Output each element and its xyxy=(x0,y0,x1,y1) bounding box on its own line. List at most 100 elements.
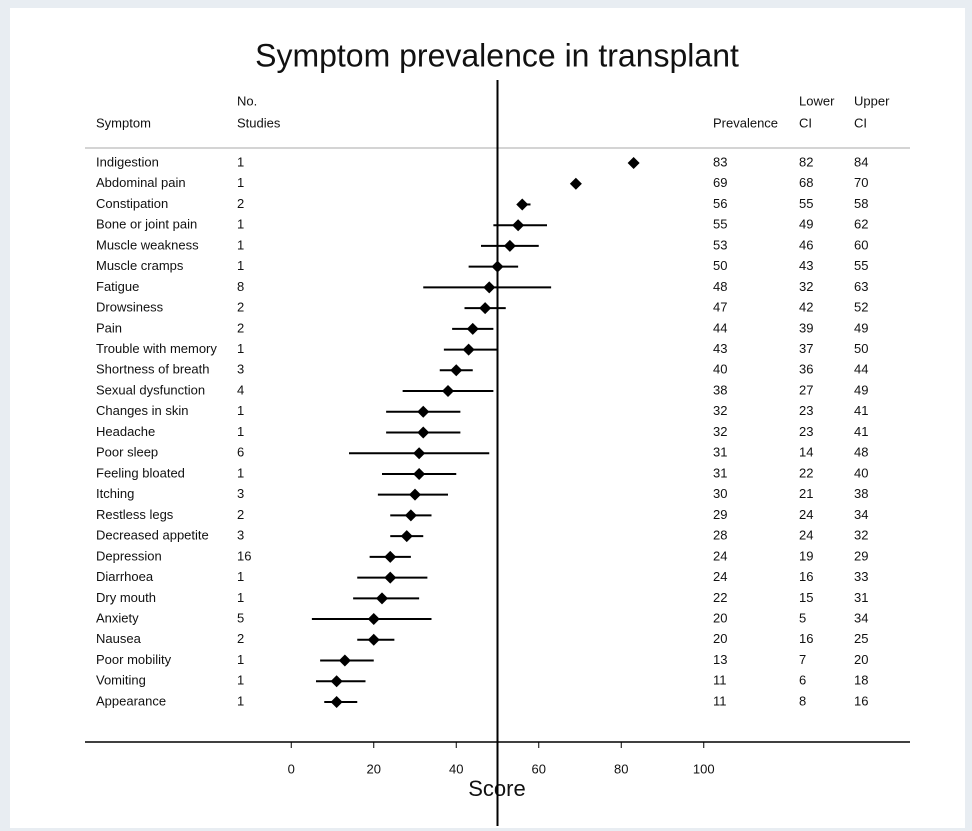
lower-label: 6 xyxy=(799,673,806,688)
studies-label: 1 xyxy=(237,403,244,418)
symptom-label: Decreased appetite xyxy=(96,528,209,543)
estimate-marker xyxy=(450,364,463,377)
upper-label: 48 xyxy=(854,445,868,460)
prevalence-label: 31 xyxy=(713,465,727,480)
estimate-marker xyxy=(417,405,430,418)
studies-label: 8 xyxy=(237,279,244,294)
prevalence-label: 28 xyxy=(713,528,727,543)
studies-label: 2 xyxy=(237,507,244,522)
x-tick-label: 0 xyxy=(288,761,295,776)
symptom-label: Indigestion xyxy=(96,154,159,169)
symptom-label: Trouble with memory xyxy=(96,341,217,356)
x-tick-label: 60 xyxy=(532,761,546,776)
upper-label: 58 xyxy=(854,196,868,211)
estimate-marker xyxy=(512,219,525,232)
studies-label: 3 xyxy=(237,486,244,501)
lower-label: 16 xyxy=(799,569,813,584)
studies-label: 1 xyxy=(237,652,244,667)
symptom-label: Changes in skin xyxy=(96,403,189,418)
lower-label: 14 xyxy=(799,445,813,460)
estimate-marker xyxy=(400,530,413,543)
symptom-label: Feeling bloated xyxy=(96,465,185,480)
column-header: Symptom xyxy=(96,115,151,130)
upper-label: 50 xyxy=(854,341,868,356)
lower-label: 24 xyxy=(799,528,813,543)
upper-label: 55 xyxy=(854,258,868,273)
studies-label: 2 xyxy=(237,320,244,335)
studies-label: 1 xyxy=(237,175,244,190)
x-tick-label: 80 xyxy=(614,761,628,776)
lower-label: 15 xyxy=(799,590,813,605)
lower-label: 8 xyxy=(799,693,806,708)
estimate-marker xyxy=(417,426,430,439)
column-header: CI xyxy=(854,115,867,130)
prevalence-label: 32 xyxy=(713,403,727,418)
prevalence-label: 44 xyxy=(713,320,727,335)
lower-label: 42 xyxy=(799,300,813,315)
column-header: Lower xyxy=(799,93,835,108)
upper-label: 33 xyxy=(854,569,868,584)
studies-label: 2 xyxy=(237,300,244,315)
estimate-marker xyxy=(413,467,426,480)
upper-label: 34 xyxy=(854,610,868,625)
symptom-label: Diarrhoea xyxy=(96,569,154,584)
prevalence-label: 40 xyxy=(713,362,727,377)
x-tick-label: 40 xyxy=(449,761,463,776)
prevalence-label: 29 xyxy=(713,507,727,522)
estimate-marker xyxy=(404,509,417,522)
upper-label: 40 xyxy=(854,465,868,480)
upper-label: 49 xyxy=(854,382,868,397)
lower-label: 49 xyxy=(799,217,813,232)
estimate-marker xyxy=(503,239,516,252)
upper-label: 60 xyxy=(854,237,868,252)
upper-label: 70 xyxy=(854,175,868,190)
prevalence-label: 53 xyxy=(713,237,727,252)
prevalence-label: 83 xyxy=(713,154,727,169)
symptom-label: Appearance xyxy=(96,693,166,708)
prevalence-label: 24 xyxy=(713,548,727,563)
symptom-label: Restless legs xyxy=(96,507,174,522)
prevalence-label: 20 xyxy=(713,610,727,625)
prevalence-label: 24 xyxy=(713,569,727,584)
estimate-marker xyxy=(376,592,388,605)
upper-label: 38 xyxy=(854,486,868,501)
upper-label: 44 xyxy=(854,362,868,377)
upper-label: 49 xyxy=(854,320,868,335)
symptom-label: Poor sleep xyxy=(96,445,158,460)
lower-label: 39 xyxy=(799,320,813,335)
studies-label: 1 xyxy=(237,258,244,273)
studies-label: 16 xyxy=(237,548,251,563)
symptom-label: Dry mouth xyxy=(96,590,156,605)
upper-label: 25 xyxy=(854,631,868,646)
prevalence-label: 48 xyxy=(713,279,727,294)
chart-title: Symptom prevalence in transplant xyxy=(255,37,739,73)
symptom-label: Drowsiness xyxy=(96,300,164,315)
symptom-label: Nausea xyxy=(96,631,142,646)
studies-label: 4 xyxy=(237,382,244,397)
lower-label: 23 xyxy=(799,403,813,418)
prevalence-label: 31 xyxy=(713,445,727,460)
studies-label: 1 xyxy=(237,673,244,688)
estimate-marker xyxy=(462,343,475,356)
prevalence-label: 13 xyxy=(713,652,727,667)
symptom-label: Poor mobility xyxy=(96,652,172,667)
upper-label: 62 xyxy=(854,217,868,232)
prevalence-label: 56 xyxy=(713,196,727,211)
studies-label: 6 xyxy=(237,445,244,460)
symptom-label: Constipation xyxy=(96,196,168,211)
lower-label: 7 xyxy=(799,652,806,667)
prevalence-label: 32 xyxy=(713,424,727,439)
studies-label: 1 xyxy=(237,590,244,605)
prevalence-label: 30 xyxy=(713,486,727,501)
upper-label: 52 xyxy=(854,300,868,315)
lower-label: 19 xyxy=(799,548,813,563)
lower-label: 46 xyxy=(799,237,813,252)
studies-label: 1 xyxy=(237,237,244,252)
symptom-label: Abdominal pain xyxy=(96,175,186,190)
upper-label: 63 xyxy=(854,279,868,294)
studies-label: 1 xyxy=(237,465,244,480)
prevalence-label: 50 xyxy=(713,258,727,273)
estimate-marker xyxy=(367,633,380,646)
